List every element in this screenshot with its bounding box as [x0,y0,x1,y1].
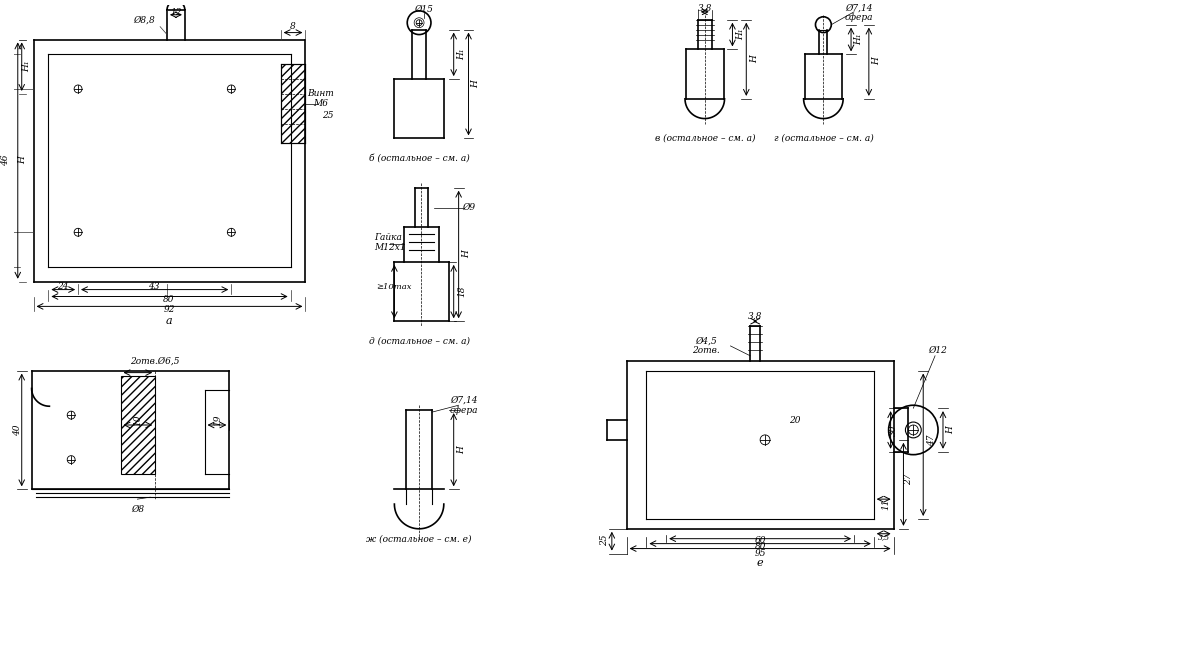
Text: 46: 46 [1,155,11,166]
Text: 60: 60 [754,536,766,545]
Text: 80: 80 [754,542,766,551]
Text: 11: 11 [881,498,890,510]
Text: г (остальное – см. а): г (остальное – см. а) [773,134,873,143]
Text: б (остальное – см. а): б (остальное – см. а) [369,153,470,163]
Text: М12х1: М12х1 [374,243,406,252]
Text: 3,8: 3,8 [748,312,763,321]
Text: а: а [165,316,173,327]
Text: H: H [457,446,466,453]
Text: ≥10max: ≥10max [376,283,412,291]
Text: Ø15: Ø15 [415,5,434,15]
Text: H: H [946,426,956,434]
Text: Ø8: Ø8 [131,504,144,514]
Text: 92: 92 [163,305,175,314]
Text: Ø8,8: Ø8,8 [133,15,155,24]
Text: H: H [872,58,881,65]
Text: сфера: сфера [450,406,478,414]
Text: 10: 10 [133,414,141,426]
Text: сфера: сфера [845,13,873,22]
Text: Винт: Винт [307,89,333,98]
Text: 3,8: 3,8 [698,3,712,13]
Text: в (остальное – см. а): в (остальное – см. а) [655,134,755,143]
Text: H: H [471,80,480,88]
Text: 25: 25 [601,535,609,547]
Text: Ø7,14: Ø7,14 [450,396,477,405]
Text: ж (остальное – см. е): ж (остальное – см. е) [367,534,472,543]
Text: 43: 43 [149,282,159,291]
Text: 12: 12 [170,9,182,17]
Text: 20: 20 [789,416,801,424]
Text: Гайка: Гайка [374,233,403,242]
Text: Ø9: Ø9 [462,203,475,212]
Text: H: H [749,56,759,63]
Text: 27: 27 [904,474,912,485]
Text: е: е [757,559,764,568]
Text: 33: 33 [0,155,2,166]
Text: 18: 18 [457,286,466,297]
Text: H₁: H₁ [22,60,31,72]
Text: 19: 19 [213,414,222,426]
Text: 3,5: 3,5 [878,533,890,541]
Text: 24: 24 [58,282,70,291]
Text: Ø12: Ø12 [928,346,947,356]
Text: д (остальное – см. а): д (остальное – см. а) [368,336,470,346]
Text: 25: 25 [323,111,333,120]
Text: Ø7,14: Ø7,14 [845,3,873,13]
Text: 47: 47 [927,434,935,446]
Bar [281,64,306,143]
Text: М6: М6 [313,99,327,108]
Text: H₁: H₁ [457,48,466,60]
Text: 40: 40 [13,424,23,436]
Text: 80: 80 [163,295,175,304]
Text: H₁: H₁ [855,34,863,45]
Text: 2отв.Ø6,5: 2отв.Ø6,5 [131,356,180,366]
Text: 8: 8 [290,22,295,31]
Text: 95: 95 [754,549,766,558]
Text: 2отв.: 2отв. [692,346,719,356]
Text: 30: 30 [890,424,898,436]
Bar [121,375,155,475]
Text: H: H [18,156,28,164]
Text: H₁: H₁ [736,29,745,40]
Text: H: H [462,250,471,258]
Text: Ø4,5: Ø4,5 [695,336,717,346]
